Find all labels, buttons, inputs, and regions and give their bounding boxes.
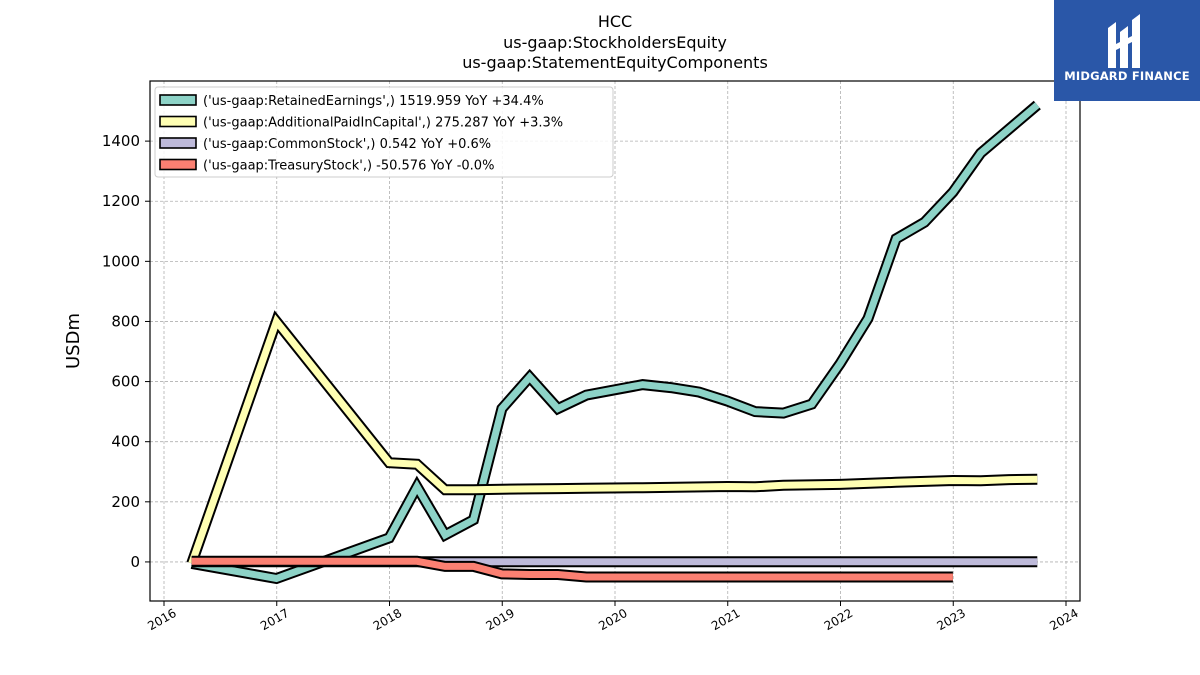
x-tick-label: 2021	[709, 606, 742, 633]
x-tick-label: 2020	[596, 606, 629, 633]
legend-label-0: ('us-gaap:RetainedEarnings',) 1519.959 Y…	[203, 94, 544, 109]
legend-swatch-2	[159, 137, 197, 149]
x-tick-label: 2016	[145, 606, 178, 633]
x-tick-label: 2017	[258, 606, 291, 633]
legend-swatch-0	[159, 94, 197, 106]
y-tick-label: 1000	[102, 252, 140, 270]
y-tick-label: 200	[111, 493, 140, 511]
x-tick-label: 2024	[1047, 606, 1080, 633]
y-tick-label: 1400	[102, 132, 140, 150]
midgard-logo-icon	[1108, 14, 1140, 68]
legend-swatch-3	[159, 158, 197, 171]
x-tick-label: 2022	[822, 606, 855, 633]
x-tick-label: 2018	[371, 606, 404, 633]
chart-title-line-1: HCC	[598, 12, 632, 31]
chart-title-line-2: us-gaap:StockholdersEquity	[503, 33, 727, 52]
series-line-3	[191, 557, 953, 581]
legend-swatch-1	[159, 115, 197, 128]
y-tick-label: 400	[111, 433, 140, 451]
chart-title-line-3: us-gaap:StatementEquityComponents	[462, 53, 768, 72]
legend-box	[154, 86, 614, 178]
y-tick-label: 1200	[102, 192, 140, 210]
series-lines	[186, 100, 1041, 585]
legend-label-1: ('us-gaap:AdditionalPaidInCapital',) 275…	[203, 116, 563, 131]
legend: ('us-gaap:RetainedEarnings',) 1519.959 Y…	[154, 86, 614, 178]
midgard-finance-logo: MIDGARD FINANCE	[1054, 0, 1200, 101]
series-line-0	[191, 102, 1040, 583]
legend-label-3: ('us-gaap:TreasuryStock',) -50.576 YoY -…	[203, 159, 494, 174]
series-line-1	[188, 314, 1038, 565]
x-tick-label: 2023	[935, 606, 968, 633]
y-tick-label: 600	[111, 373, 140, 391]
y-tick-label: 800	[111, 312, 140, 330]
y-axis-label: USDm	[63, 313, 84, 369]
y-tick-label: 0	[130, 553, 140, 571]
logo-text: MIDGARD FINANCE	[1064, 69, 1190, 83]
legend-label-2: ('us-gaap:CommonStock',) 0.542 YoY +0.6%	[203, 137, 491, 152]
x-tick-label: 2019	[484, 606, 517, 633]
series-outline-1	[186, 310, 1038, 566]
